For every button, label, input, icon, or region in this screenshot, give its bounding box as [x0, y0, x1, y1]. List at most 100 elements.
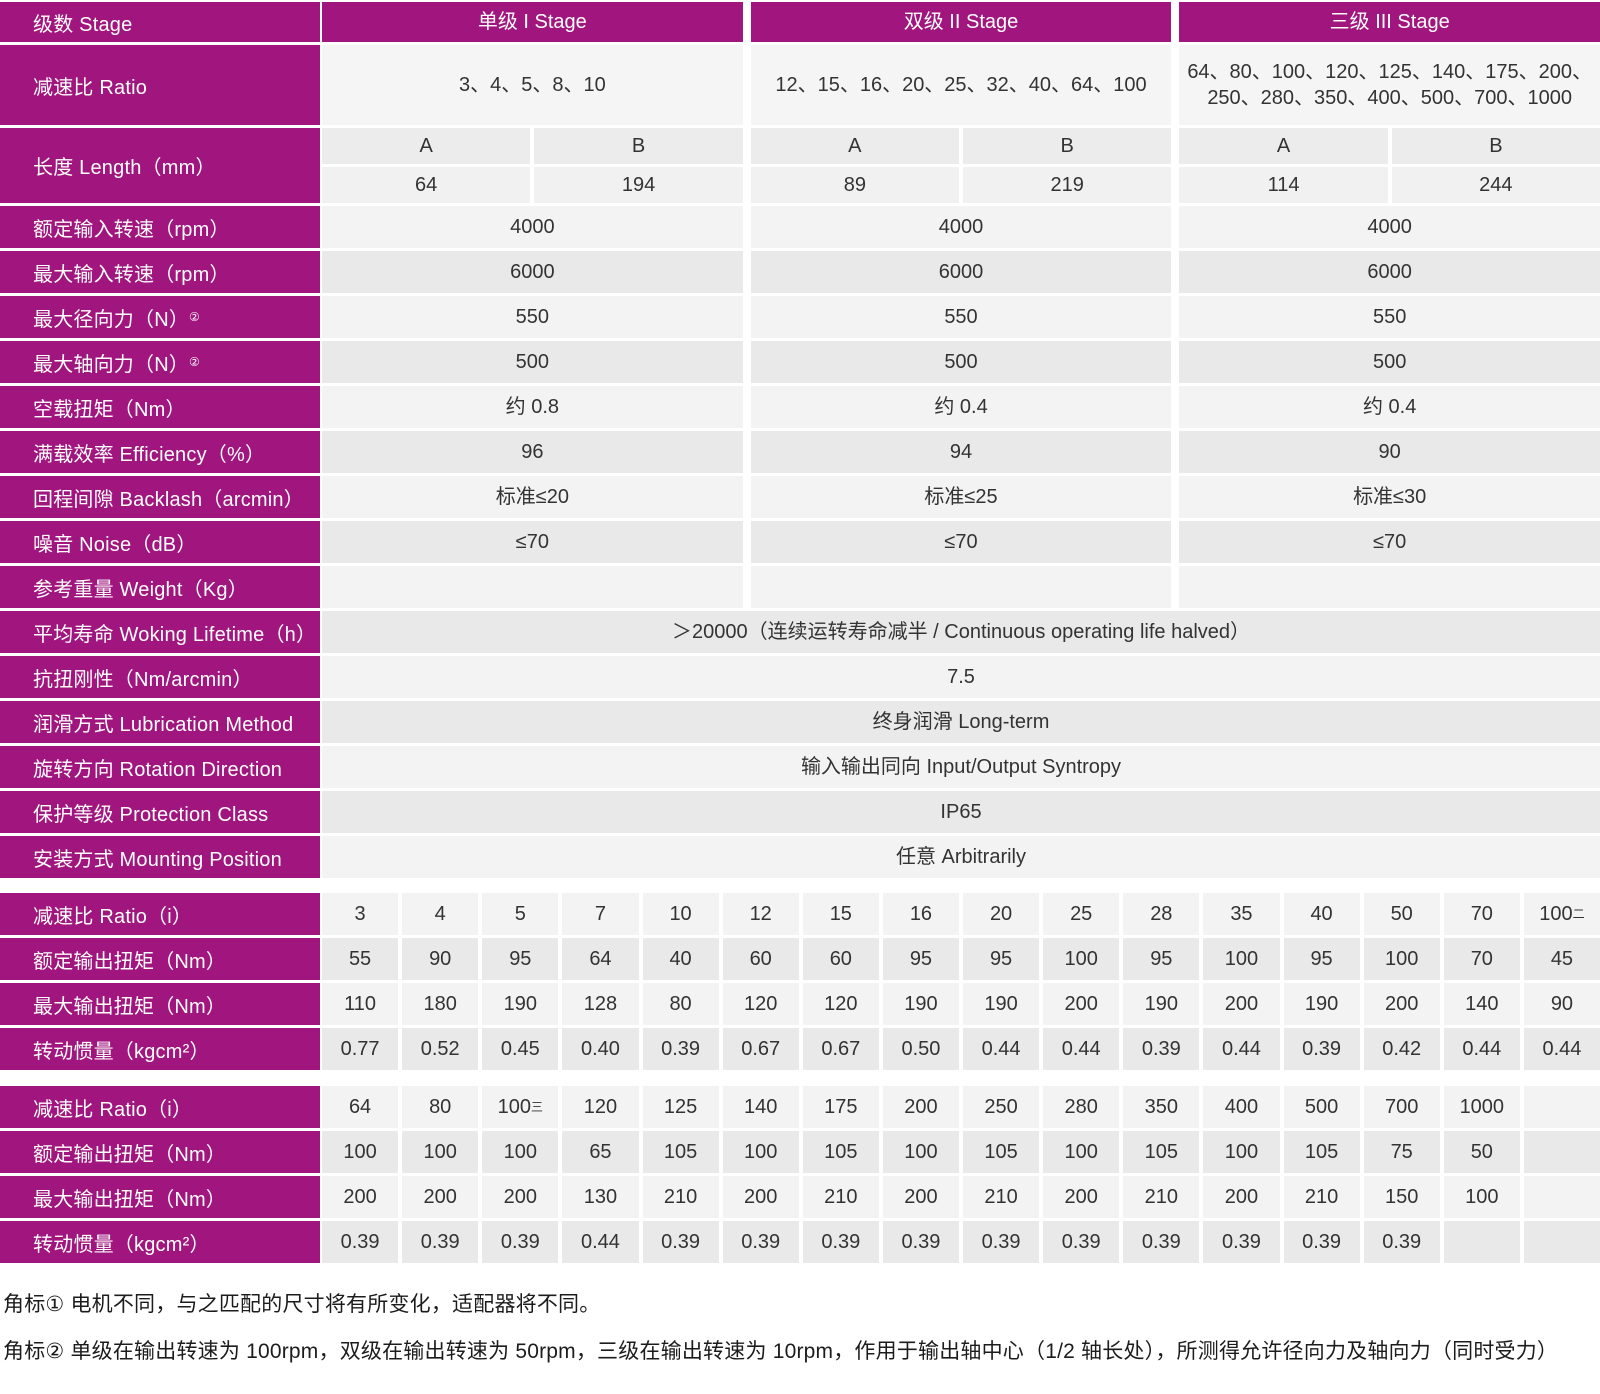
spec-cells: 7.5 — [322, 656, 1600, 698]
ratio-table-cell: 16 — [882, 893, 959, 935]
ratio-table-cell: 95 — [482, 938, 559, 980]
row-label: 最大轴向力（N） ② — [0, 341, 320, 383]
length-col-header: B — [963, 128, 1172, 164]
ratio-table-cell: 200 — [322, 1176, 399, 1218]
ratio-table-cell: 0.39 — [1283, 1028, 1360, 1070]
spec-cells: IP65 — [322, 791, 1600, 833]
ratio-table-cell: 20 — [963, 893, 1040, 935]
row-label: 旋转方向 Rotation Direction — [0, 746, 320, 788]
spec-span-cell: 任意 Arbitrarily — [322, 836, 1600, 878]
ratio-table-cell: 5 — [482, 893, 559, 935]
row-label: 抗扭刚性（Nm/arcmin） — [0, 656, 320, 698]
ratio-table-cells: 55 90 95 64 40 60 60 95 95 100 95 100 95 100 70 45 — [322, 938, 1600, 980]
spec-row: 额定输入转速（rpm） 4000 4000 4000 — [0, 206, 1600, 248]
row-label: 减速比 Ratio — [0, 45, 320, 125]
ratio-table-cell: 100 三 — [482, 1086, 559, 1128]
ratio-table-cell: 210 — [802, 1176, 879, 1218]
spec-cell: 500 — [750, 341, 1172, 383]
spec-cell: 6000 — [750, 251, 1172, 293]
ratio-table-cell: 95 — [882, 938, 959, 980]
row-label: 减速比 Ratio（i） — [0, 1086, 320, 1128]
ratio-table-cell: 35 — [1203, 893, 1280, 935]
row-label: 最大输出扭矩（Nm） — [0, 983, 320, 1025]
spec-cell: 标准≤30 — [1179, 476, 1600, 518]
ratio-table-cell: 60 — [722, 938, 799, 980]
ratio-table-cell: 0.39 — [1123, 1028, 1200, 1070]
ratio-table-cell: 130 — [562, 1176, 639, 1218]
ratio-table-cell: 50 — [1443, 1131, 1520, 1173]
ratio-table-cell: 200 — [1043, 1176, 1120, 1218]
ratio-table-cell: 0.39 — [1283, 1221, 1360, 1263]
length-value: 194 — [534, 167, 743, 203]
ratio-table-cell: 140 — [722, 1086, 799, 1128]
spec-row: 最大径向力（N） ② 550 550 550 — [0, 296, 1600, 338]
footnotes: 角标① 电机不同，与之匹配的尺寸将有所变化，适配器将不同。 角标② 单级在输出转… — [0, 1288, 1600, 1365]
ratio-table-cell: 70 — [1443, 893, 1520, 935]
spec-cells: ≤70 ≤70 ≤70 — [322, 521, 1600, 563]
spec-cell: 约 0.8 — [322, 386, 743, 428]
ratio-table-cell: 0.39 — [642, 1028, 719, 1070]
footnote-1: 角标① 电机不同，与之匹配的尺寸将有所变化，适配器将不同。 — [3, 1293, 601, 1316]
spec-cell — [750, 566, 1172, 608]
spec-cell: 标准≤25 — [750, 476, 1172, 518]
ratio-table-cell: 0.44 — [1203, 1028, 1280, 1070]
ratio-table-cell: 4 — [402, 893, 479, 935]
ratio-cell: 3、4、5、8、10 — [322, 45, 743, 125]
ratio-table-cell — [1443, 1221, 1520, 1263]
ratio-table-cell: 190 — [482, 983, 559, 1025]
ratio-table-cell: 500 — [1283, 1086, 1360, 1128]
ratio-table-cell: 0.44 — [562, 1221, 639, 1263]
spec-cell: ≤70 — [750, 521, 1172, 563]
ratio-table-cell: 200 — [1203, 1176, 1280, 1218]
ratio-table-cell: 90 — [1523, 983, 1600, 1025]
ratio-table-cell: 200 — [482, 1176, 559, 1218]
ratio-table-cell: 40 — [1283, 893, 1360, 935]
ratio-table-cell: 10 — [642, 893, 719, 935]
spec-cell: 标准≤20 — [322, 476, 743, 518]
spec-span-cell: 7.5 — [322, 656, 1600, 698]
spec-cells: 任意 Arbitrarily — [322, 836, 1600, 878]
spec-cells: 6000 6000 6000 — [322, 251, 1600, 293]
ratio-table-cell: 120 — [722, 983, 799, 1025]
ratio-table-cell: 3 — [322, 893, 399, 935]
row-label: 转动惯量（kgcm²） — [0, 1221, 320, 1263]
row-label: 额定输出扭矩（Nm） — [0, 1131, 320, 1173]
ratio-table-cell: 0.39 — [402, 1221, 479, 1263]
spec-cells: ＞20000（连续运转寿命减半 / Continuous operating l… — [322, 611, 1600, 653]
ratio-table-cell: 7 — [562, 893, 639, 935]
spec-cells: 终身润滑 Long-term — [322, 701, 1600, 743]
spec-cell: 500 — [322, 341, 743, 383]
ratio-table-cell: 25 — [1043, 893, 1120, 935]
spec-row: 噪音 Noise（dB） ≤70 ≤70 ≤70 — [0, 521, 1600, 563]
row-label: 最大输入转速（rpm） — [0, 251, 320, 293]
ratio-table-row: 转动惯量（kgcm²） 0.77 0.52 0.45 0.40 0.39 0.67 0.67 0… — [0, 1028, 1600, 1070]
ratio-table-row: 减速比 Ratio（i） 64 80 100 三 120 125 140 175 200 250 28… — [0, 1086, 1600, 1128]
ratio-table-cell: 0.45 — [482, 1028, 559, 1070]
ratio-cell: 12、15、16、20、25、32、40、64、100 — [750, 45, 1172, 125]
spec-cells: 输入输出同向 Input/Output Syntropy — [322, 746, 1600, 788]
length-col-header: B — [534, 128, 743, 164]
ratio-table-cell: 190 — [882, 983, 959, 1025]
ratio-table-cell: 55 — [322, 938, 399, 980]
row-label: 额定输出扭矩（Nm） — [0, 938, 320, 980]
length-col-header: A — [1179, 128, 1388, 164]
spec-row: 空载扭矩（Nm）约 0.8 约 0.4 约 0.4 — [0, 386, 1600, 428]
spec-row: 最大轴向力（N） ② 500 500 500 — [0, 341, 1600, 383]
ratio-table-cell: 105 — [1283, 1131, 1360, 1173]
spec-span-cell: 输入输出同向 Input/Output Syntropy — [322, 746, 1600, 788]
spec-cell: ≤70 — [1179, 521, 1600, 563]
spec-cells: 500 500 500 — [322, 341, 1600, 383]
ratio-table-cell: 150 — [1363, 1176, 1440, 1218]
spec-cell — [322, 566, 743, 608]
ratio-table-cell: 0.39 — [802, 1221, 879, 1263]
ratio-table-row: 最大输出扭矩（Nm） 200 200 200 130 210 200 210 200 210 200… — [0, 1176, 1600, 1218]
stage-header: 双级 II Stage — [750, 2, 1172, 42]
ratio-table-cell: 0.39 — [722, 1221, 799, 1263]
ratio-table-cell: 110 — [322, 983, 399, 1025]
ratio-table-row: 转动惯量（kgcm²） 0.39 0.39 0.39 0.44 0.39 0.39 0.39 0… — [0, 1221, 1600, 1263]
spec-cell: 4000 — [750, 206, 1172, 248]
ratio-table-cell: 700 — [1363, 1086, 1440, 1128]
ratio-table-cells: 100 100 100 65 105 100 105 100 105 100 105 100 105 75… — [322, 1131, 1600, 1173]
